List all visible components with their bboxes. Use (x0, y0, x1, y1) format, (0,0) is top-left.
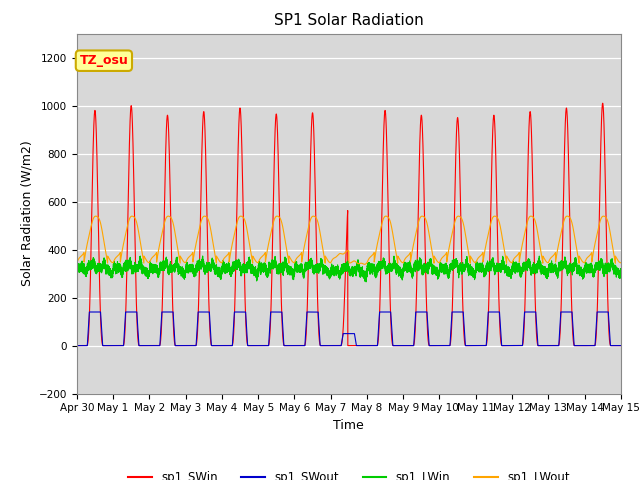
sp1_SWout (617, 343, 625, 348)
sp1_SWout (86, 309, 93, 315)
sp1_LWin (482, 271, 490, 276)
sp1_LWin (617, 271, 625, 276)
sp1_SWin (101, 343, 109, 348)
sp1_SWin (497, 334, 504, 340)
X-axis label: Time: Time (333, 419, 364, 432)
sp1_LWin (497, 267, 504, 273)
sp1_LWout (420, 214, 428, 220)
sp1_SWin (420, 191, 428, 197)
Line: sp1_LWin: sp1_LWin (77, 256, 621, 282)
sp1_SWout (73, 343, 81, 348)
Line: sp1_SWout: sp1_SWout (77, 312, 621, 346)
sp1_SWin (617, 343, 625, 348)
sp1_SWout (518, 343, 525, 348)
sp1_LWout (510, 256, 518, 262)
sp1_SWout (510, 343, 518, 348)
sp1_LWout (482, 243, 490, 249)
sp1_LWout (310, 213, 317, 219)
sp1_LWout (73, 260, 81, 265)
sp1_LWout (617, 260, 625, 266)
sp1_SWin (599, 100, 607, 106)
sp1_SWout (101, 343, 109, 348)
sp1_SWin (510, 343, 518, 348)
sp1_SWout (482, 343, 490, 348)
sp1_LWin (510, 266, 518, 272)
sp1_SWin (73, 343, 81, 348)
sp1_LWout (361, 262, 369, 267)
sp1_SWout (420, 309, 428, 315)
sp1_LWin (101, 263, 109, 269)
sp1_SWin (482, 343, 490, 348)
sp1_LWin (420, 267, 428, 273)
Line: sp1_LWout: sp1_LWout (77, 216, 621, 264)
Legend: sp1_SWin, sp1_SWout, sp1_LWin, sp1_LWout: sp1_SWin, sp1_SWout, sp1_LWin, sp1_LWout (124, 466, 574, 480)
sp1_SWout (497, 324, 504, 330)
sp1_SWin (518, 343, 525, 348)
sp1_LWout (518, 246, 525, 252)
Y-axis label: Solar Radiation (W/m2): Solar Radiation (W/m2) (20, 141, 33, 287)
sp1_LWout (497, 225, 504, 230)
sp1_LWin (73, 267, 81, 273)
sp1_LWout (101, 246, 109, 252)
sp1_LWin (199, 253, 207, 259)
Text: TZ_osu: TZ_osu (79, 54, 128, 67)
sp1_LWin (518, 270, 525, 276)
Title: SP1 Solar Radiation: SP1 Solar Radiation (274, 13, 424, 28)
sp1_LWin (362, 279, 370, 285)
Line: sp1_SWin: sp1_SWin (77, 103, 621, 346)
